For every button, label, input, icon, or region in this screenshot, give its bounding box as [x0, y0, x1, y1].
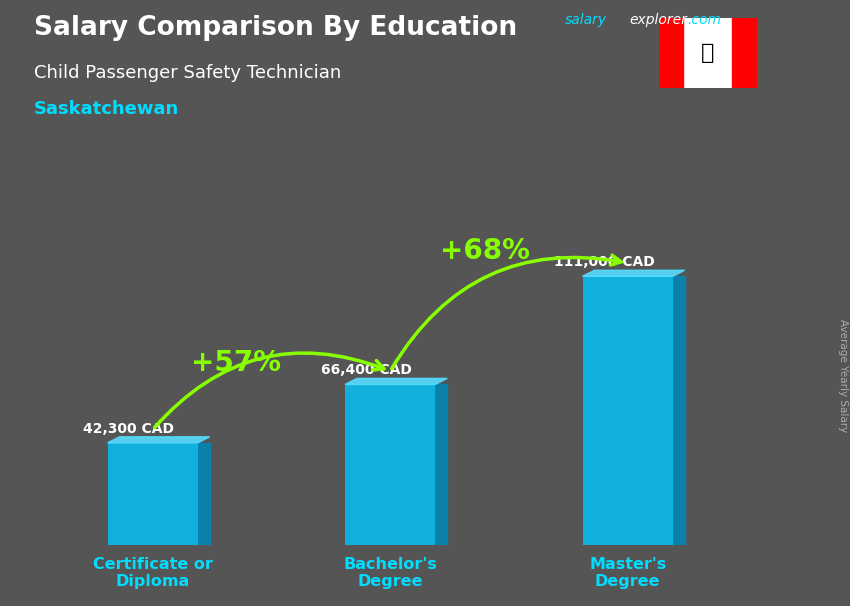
Bar	[582, 276, 672, 545]
Polygon shape	[108, 437, 210, 443]
Text: +57%: +57%	[191, 349, 280, 377]
Text: salary: salary	[565, 13, 608, 27]
Bar	[345, 384, 435, 545]
Text: 42,300 CAD: 42,300 CAD	[83, 422, 174, 436]
Text: Saskatchewan: Saskatchewan	[34, 100, 179, 118]
Bar	[732, 18, 756, 88]
Bar	[659, 18, 683, 88]
Text: .com: .com	[687, 13, 721, 27]
Text: Average Yearly Salary: Average Yearly Salary	[838, 319, 848, 432]
Text: 🍁: 🍁	[701, 43, 714, 63]
Text: Salary Comparison By Education: Salary Comparison By Education	[34, 15, 517, 41]
Polygon shape	[198, 443, 210, 545]
Text: +68%: +68%	[440, 237, 530, 265]
Text: 111,000 CAD: 111,000 CAD	[553, 255, 654, 269]
Text: explorer: explorer	[629, 13, 687, 27]
Text: 66,400 CAD: 66,400 CAD	[321, 363, 412, 377]
Bar	[108, 443, 198, 545]
Polygon shape	[435, 384, 447, 545]
Polygon shape	[345, 378, 447, 384]
Text: Child Passenger Safety Technician: Child Passenger Safety Technician	[34, 64, 341, 82]
Polygon shape	[672, 276, 684, 545]
Bar	[683, 18, 732, 88]
Polygon shape	[582, 270, 684, 276]
